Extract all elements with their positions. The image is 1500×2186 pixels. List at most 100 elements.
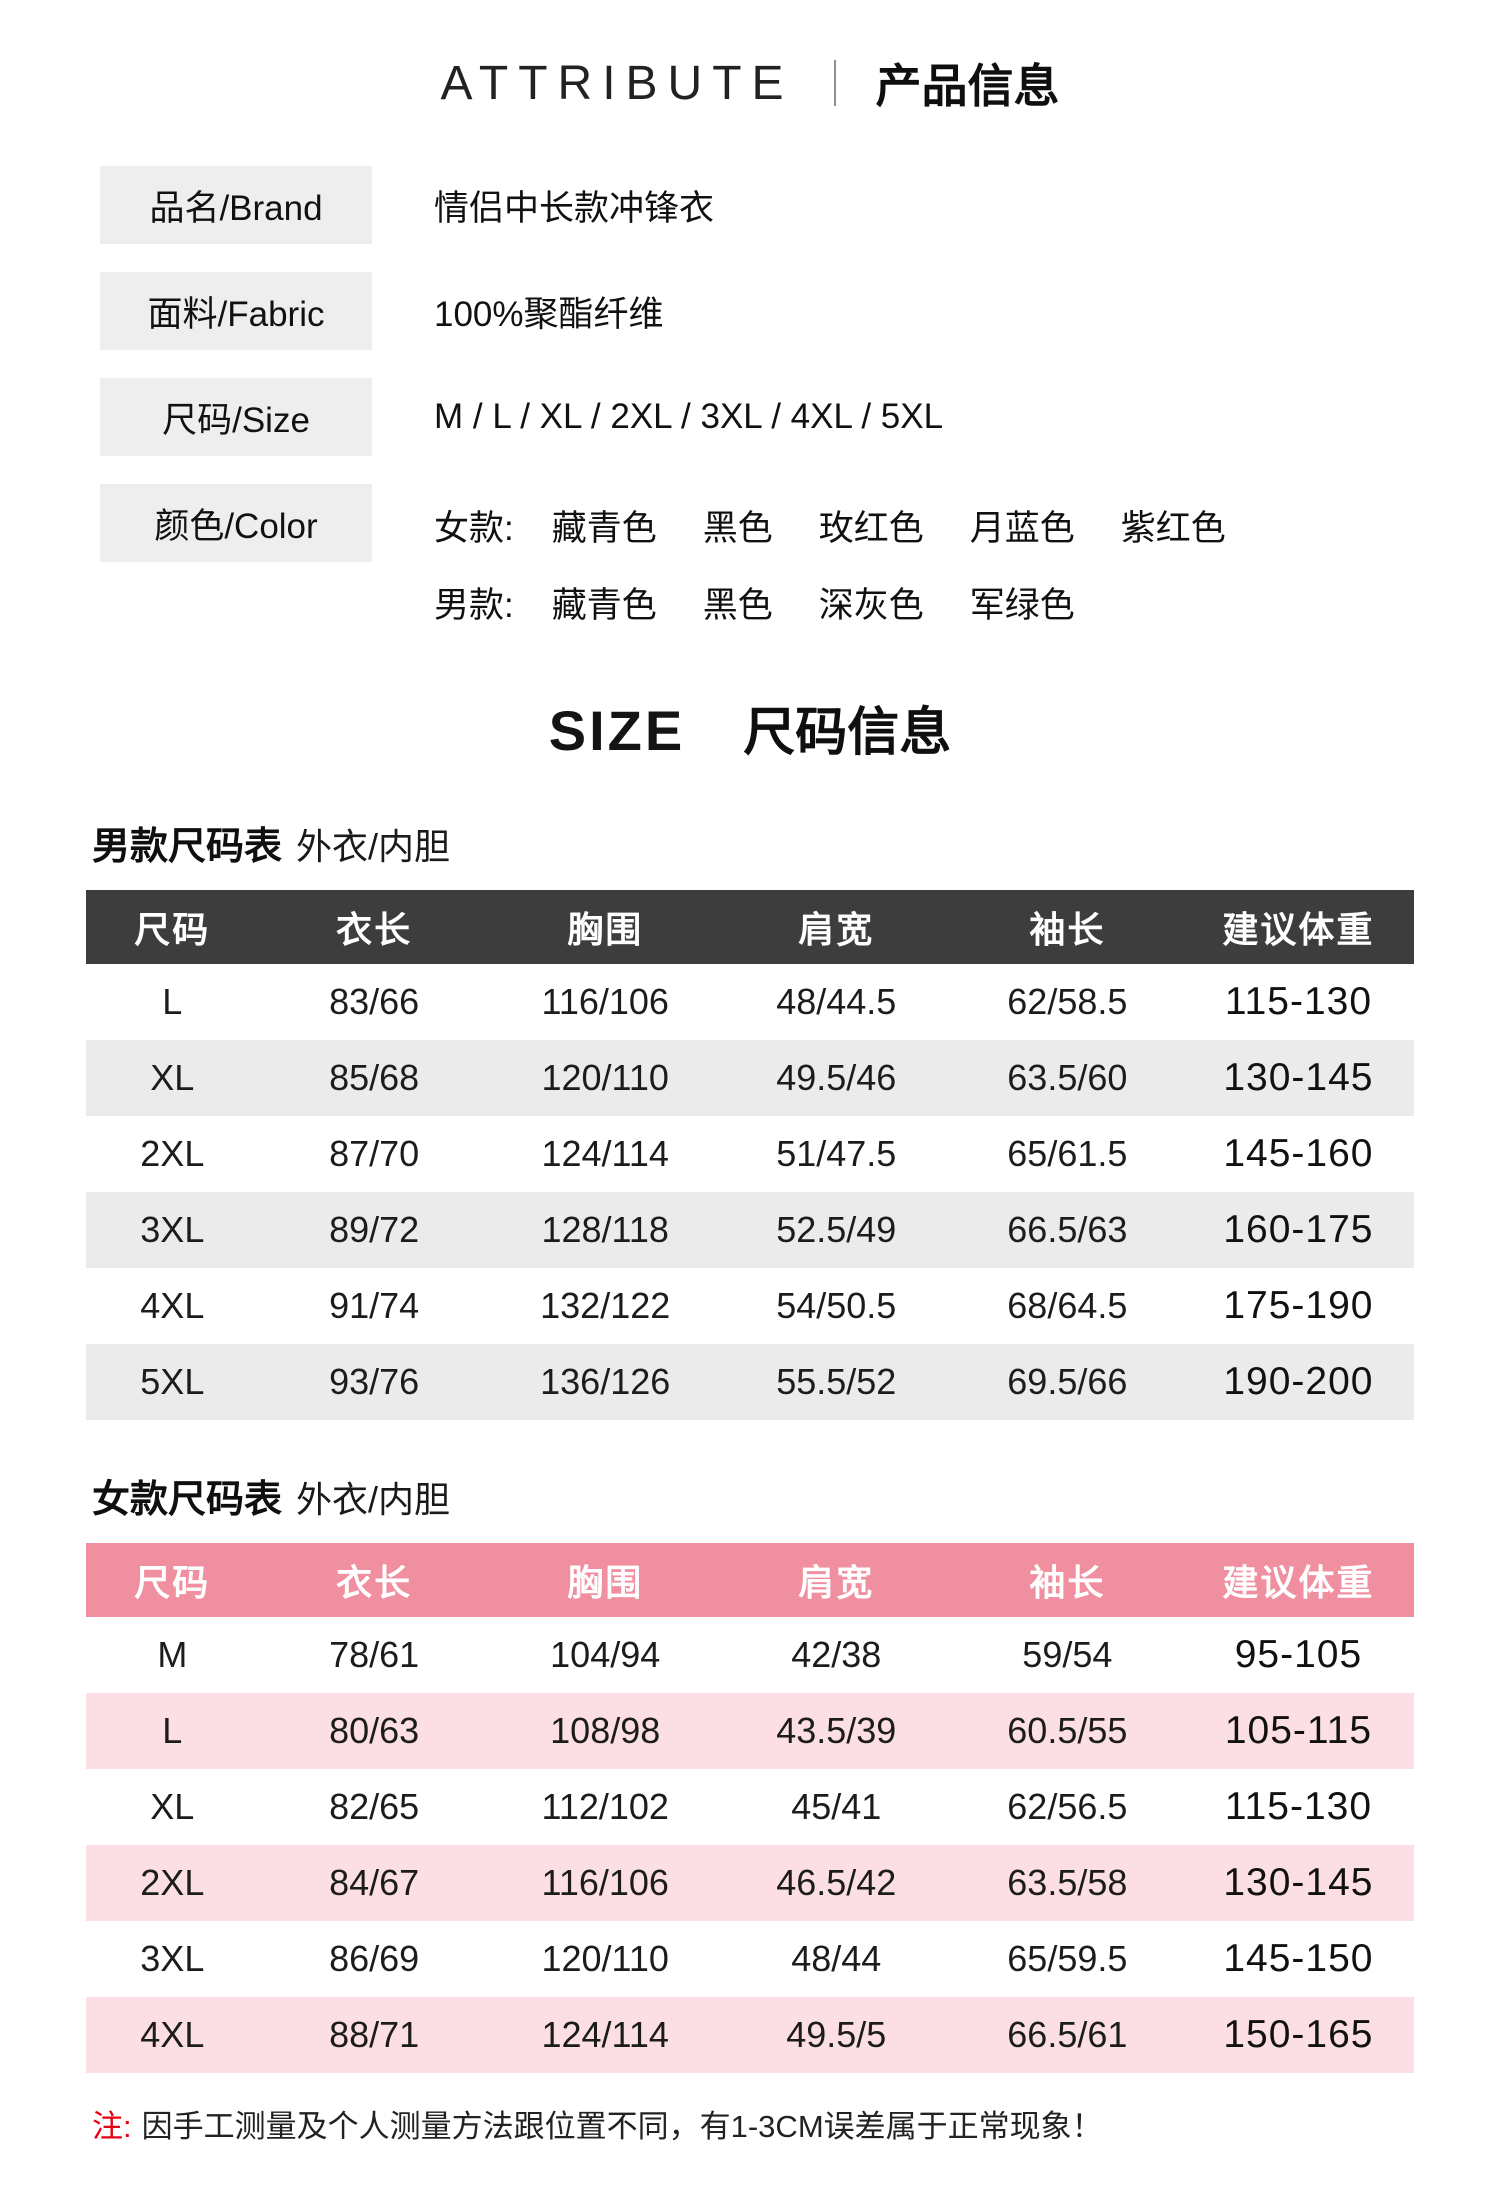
fabric-value: 100%聚酯纤维 [434, 294, 664, 334]
table-cell: 68/64.5 [1007, 1285, 1128, 1326]
table-row: XL 82/65 112/102 45/41 62/56.5 115-130 [86, 1769, 1414, 1845]
table-cell: 120/110 [541, 1938, 669, 1979]
header-title-zh: 产品信息 [875, 60, 1060, 112]
table-header-cell: 建议体重 [1182, 1543, 1414, 1617]
size-cell: 3XL [140, 1209, 205, 1250]
brand-label: 品名/Brand [100, 166, 372, 244]
table-cell: 145-150 [1223, 1937, 1374, 1980]
table-cell: 54/50.5 [776, 1285, 897, 1326]
size-cell: XL [150, 1057, 195, 1098]
table-header-cell: 建议体重 [1182, 890, 1414, 964]
size-cell: L [162, 981, 183, 1022]
table-cell: 63.5/58 [1007, 1862, 1128, 1903]
men-table-title: 男款尺码表 [92, 826, 283, 868]
attribute-list: 品名/Brand 情侣中长款冲锋衣 面料/Fabric 100%聚酯纤维 尺码/… [86, 166, 1414, 628]
table-cell: 46.5/42 [776, 1862, 897, 1903]
attribute-row-color: 颜色/Color 女款: 藏青色 黑色 玫红色 月蓝色 紫红色 男款: 藏青色 … [100, 484, 1414, 628]
table-row: 2XL 87/70 124/114 51/47.5 65/61.5 145-160 [86, 1116, 1414, 1192]
table-row: 4XL 88/71 124/114 49.5/5 66.5/61 150-165 [86, 1997, 1414, 2073]
table-cell: 55.5/52 [776, 1361, 897, 1402]
table-row: 3XL 89/72 128/118 52.5/49 66.5/63 160-175 [86, 1192, 1414, 1268]
size-cell: XL [150, 1786, 195, 1827]
table-cell: 65/59.5 [1007, 1938, 1128, 1979]
fabric-label: 面料/Fabric [100, 272, 372, 350]
table-header-cell: 袖长 [951, 1543, 1183, 1617]
men-size-table: 尺码 衣长 胸围 肩宽 袖长 建议体重 L 83/66 116/106 48/44.5 62/58.… [86, 890, 1414, 1420]
table-cell: 69.5/66 [1007, 1361, 1128, 1402]
table-cell: 145-160 [1223, 1132, 1374, 1175]
color-label: 颜色/Color [100, 484, 372, 562]
table-header-cell: 胸围 [489, 890, 721, 964]
table-header-row: 尺码 衣长 胸围 肩宽 袖长 建议体重 [86, 1543, 1414, 1617]
table-cell: 82/65 [329, 1786, 420, 1827]
attribute-row-brand: 品名/Brand 情侣中长款冲锋衣 [100, 166, 1414, 244]
table-cell: 49.5/46 [776, 1057, 897, 1098]
table-cell: 108/98 [550, 1710, 661, 1751]
page-header: ATTRIBUTE 产品信息 [86, 50, 1414, 116]
women-table-subtitle: 外衣/内胆 [296, 1479, 451, 1520]
table-row: XL 85/68 120/110 49.5/46 63.5/60 130-145 [86, 1040, 1414, 1116]
table-cell: 83/66 [329, 981, 420, 1022]
size-label: 尺码/Size [100, 378, 372, 456]
table-cell: 52.5/49 [776, 1209, 897, 1250]
size-cell: 2XL [140, 1133, 205, 1174]
table-cell: 112/102 [541, 1786, 669, 1827]
table-cell: 66.5/61 [1007, 2014, 1128, 2055]
header-title-en: ATTRIBUTE [440, 56, 794, 110]
table-cell: 190-200 [1223, 1360, 1374, 1403]
size-cell: L [162, 1710, 183, 1751]
table-cell: 95-105 [1234, 1633, 1363, 1676]
table-cell: 80/63 [329, 1710, 420, 1751]
men-table-subtitle: 外衣/内胆 [296, 826, 451, 867]
brand-value: 情侣中长款冲锋衣 [434, 188, 715, 228]
size-cell: 2XL [140, 1862, 205, 1903]
table-cell: 87/70 [329, 1133, 420, 1174]
table-row: L 83/66 116/106 48/44.5 62/58.5 115-130 [86, 964, 1414, 1040]
table-cell: 150-165 [1223, 2013, 1374, 2056]
color-option: 黑色 [702, 586, 773, 625]
color-option: 深灰色 [818, 586, 924, 625]
table-cell: 160-175 [1223, 1208, 1374, 1251]
header-divider [833, 60, 836, 106]
table-header-cell: 尺码 [86, 890, 259, 964]
table-header-cell: 胸围 [489, 1543, 721, 1617]
table-cell: 175-190 [1223, 1284, 1374, 1327]
size-cell: 4XL [140, 2014, 205, 2055]
size-cell: 4XL [140, 1285, 205, 1326]
men-table-caption: 男款尺码表 外衣/内胆 [92, 815, 1414, 870]
women-table-title: 女款尺码表 [92, 1479, 283, 1521]
table-cell: 63.5/60 [1007, 1057, 1128, 1098]
table-row: 3XL 86/69 120/110 48/44 65/59.5 145-150 [86, 1921, 1414, 1997]
table-header-row: 尺码 衣长 胸围 肩宽 袖长 建议体重 [86, 890, 1414, 964]
color-option: 藏青色 [551, 509, 657, 548]
women-size-section: 女款尺码表 外衣/内胆 尺码 衣长 胸围 肩宽 袖长 建议体重 M 78/61 104/94 42… [86, 1468, 1414, 2073]
women-size-table: 尺码 衣长 胸围 肩宽 袖长 建议体重 M 78/61 104/94 42/38 59/54 95-1… [86, 1543, 1414, 2073]
table-row: 4XL 91/74 132/122 54/50.5 68/64.5 175-190 [86, 1268, 1414, 1344]
attribute-row-size: 尺码/Size M / L / XL / 2XL / 3XL / 4XL / 5… [100, 378, 1414, 456]
table-cell: 136/126 [540, 1361, 671, 1402]
table-cell: 88/71 [329, 2014, 420, 2055]
table-cell: 84/67 [329, 1862, 420, 1903]
table-cell: 132/122 [540, 1285, 671, 1326]
table-row: L 80/63 108/98 43.5/39 60.5/55 105-115 [86, 1693, 1414, 1769]
table-cell: 51/47.5 [776, 1133, 897, 1174]
women-colors-line: 女款: 藏青色 黑色 玫红色 月蓝色 紫红色 [434, 500, 1226, 551]
table-cell: 43.5/39 [776, 1710, 897, 1751]
table-header-cell: 衣长 [258, 890, 490, 964]
table-cell: 124/114 [541, 2014, 669, 2055]
size-value: M / L / XL / 2XL / 3XL / 4XL / 5XL [434, 397, 944, 436]
table-cell: 48/44 [791, 1938, 882, 1979]
women-table-caption: 女款尺码表 外衣/内胆 [92, 1468, 1414, 1523]
table-cell: 120/110 [541, 1057, 669, 1098]
table-cell: 89/72 [329, 1209, 420, 1250]
table-cell: 49.5/5 [786, 2014, 887, 2055]
size-cell: 5XL [140, 1361, 205, 1402]
table-cell: 48/44.5 [776, 981, 897, 1022]
size-section-title-en: SIZE [548, 699, 686, 762]
size-section-header: SIZE 尺码信息 [86, 690, 1414, 765]
note-prefix: 注: [92, 2109, 132, 2144]
note-text: 因手工测量及个人测量方法跟位置不同，有1-3CM误差属于正常现象！ [141, 2109, 1103, 2144]
table-cell: 124/114 [541, 1133, 669, 1174]
size-cell: 3XL [140, 1938, 205, 1979]
table-row: 5XL 93/76 136/126 55.5/52 69.5/66 190-200 [86, 1344, 1414, 1420]
